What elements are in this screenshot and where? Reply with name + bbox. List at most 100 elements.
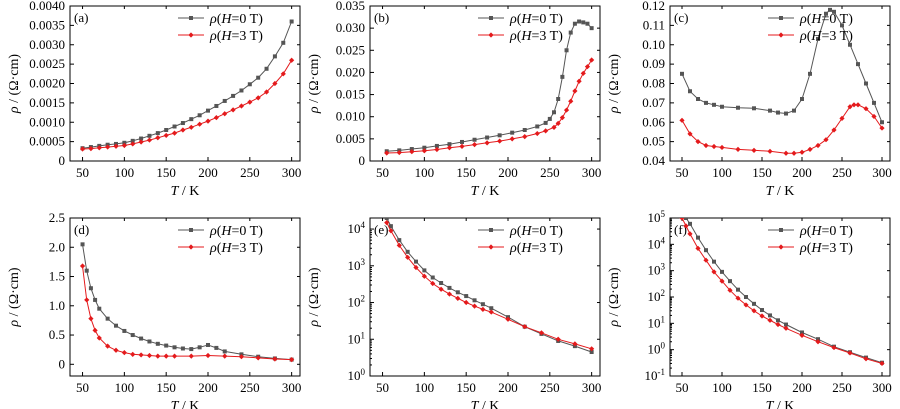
data-point-diamond <box>163 132 169 139</box>
series-line <box>681 218 883 364</box>
data-point-diamond <box>222 353 228 359</box>
data-point-square <box>105 316 110 321</box>
data-point-diamond <box>863 106 869 112</box>
data-point-diamond <box>396 242 402 248</box>
x-axis-label: T / K <box>766 184 795 199</box>
x-tick-label: 100 <box>115 380 135 395</box>
data-point-square <box>155 341 160 346</box>
data-point-square <box>828 7 832 12</box>
data-point-diamond <box>455 295 461 301</box>
series-h3 <box>79 57 295 152</box>
x-tick-label: 150 <box>156 380 176 395</box>
data-point-diamond <box>735 295 741 301</box>
legend-label: ρ(H=0 T) <box>509 12 563 27</box>
data-point-square <box>172 124 177 129</box>
data-point-diamond <box>405 254 411 260</box>
y-axis-label: ρ / (Ω·cm) <box>607 54 622 114</box>
data-point-diamond <box>79 263 86 269</box>
data-point-diamond <box>238 103 245 109</box>
data-point-square <box>688 221 692 226</box>
y-tick-label: 100 <box>648 341 666 357</box>
data-point-square <box>147 133 152 138</box>
data-point-diamond <box>847 104 853 110</box>
plot-frame <box>69 5 301 162</box>
data-point-square <box>489 306 494 311</box>
data-point-square <box>535 124 540 129</box>
data-point-square <box>680 71 684 76</box>
y-tick-label: 0.5 <box>49 327 65 342</box>
chart-panel-b: 50 100 150 200 250 300 0 0.005 0.010 0.015 0.020 0.… <box>307 0 601 199</box>
y-tick-label: 0.0030 <box>29 37 65 52</box>
data-point-square <box>460 139 464 144</box>
legend-label: ρ(H=3 T) <box>509 241 563 256</box>
data-point-diamond <box>538 330 545 336</box>
data-point-square <box>800 330 804 335</box>
data-point-diamond <box>238 354 245 360</box>
plot-frame <box>69 217 301 377</box>
x-tick-label: 200 <box>792 165 812 180</box>
data-point-diamond <box>839 115 845 121</box>
x-tick-label: 250 <box>832 165 852 180</box>
data-point-square <box>472 137 477 142</box>
legend-label: ρ(H=3 T) <box>799 29 853 44</box>
chart-panel-e: 50 100 150 200 250 300 100 101 102 103 104 (e) T / K… <box>307 217 601 409</box>
y-tick-label: 0.06 <box>642 114 665 129</box>
data-point-square <box>130 333 135 338</box>
data-point-square <box>430 275 435 280</box>
data-point-square <box>704 248 708 253</box>
series-h0 <box>680 7 884 125</box>
data-point-square <box>122 328 127 333</box>
data-point-diamond <box>484 140 490 146</box>
data-point-square <box>422 145 427 150</box>
data-point-diamond <box>230 107 236 113</box>
data-point-square <box>80 242 85 247</box>
data-point-diamond <box>727 287 733 293</box>
data-point-diamond <box>96 335 102 341</box>
data-point-square <box>189 347 194 352</box>
data-point-square <box>447 285 452 290</box>
data-point-diamond <box>263 89 270 95</box>
y-axis-label: ρ / (Ω·cm) <box>7 267 22 327</box>
data-point-diamond <box>551 124 557 130</box>
chart-panel-a: 50 100 150 200 250 300 0 0.0005 0.0010 0.0015 0.00… <box>7 0 301 199</box>
data-point-square <box>239 88 244 93</box>
data-point-diamond <box>719 278 725 284</box>
y-tick-label: 0.015 <box>336 87 365 102</box>
data-point-square <box>832 9 836 14</box>
x-tick-label: 300 <box>872 165 892 180</box>
data-point-square <box>728 279 732 284</box>
x-tick-label: 250 <box>540 380 560 395</box>
data-point-diamond <box>205 352 211 359</box>
data-point-diamond <box>105 144 111 150</box>
y-tick-label: 0.08 <box>642 76 665 91</box>
data-point-square <box>464 294 469 299</box>
data-point-square <box>147 339 152 344</box>
data-point-diamond <box>589 346 595 352</box>
data-point-square <box>744 295 748 299</box>
y-tick-label: 0.12 <box>642 0 665 13</box>
data-point-diamond <box>79 146 86 152</box>
data-point-diamond <box>255 355 261 361</box>
panel-label: (d) <box>74 222 89 237</box>
y-tick-label: 0.0040 <box>29 0 65 13</box>
data-point-diamond <box>171 130 178 136</box>
data-point-square <box>712 259 716 264</box>
data-point-diamond <box>197 121 203 127</box>
data-point-diamond <box>879 360 885 367</box>
data-point-square <box>472 298 477 303</box>
y-tick-label: 0.10 <box>642 37 665 52</box>
y-tick-label: 105 <box>648 209 666 225</box>
x-tick-label: 100 <box>712 165 732 180</box>
data-point-square <box>560 74 565 79</box>
series-line <box>82 244 292 361</box>
data-point-diamond <box>88 316 94 322</box>
legend-marker-diamond <box>488 32 494 38</box>
data-point-diamond <box>559 115 565 121</box>
y-tick-label: 0.05 <box>642 134 665 149</box>
x-tick-label: 150 <box>156 165 176 180</box>
data-point-square <box>824 11 828 16</box>
data-point-diamond <box>783 150 789 156</box>
x-tick-label: 50 <box>376 165 389 180</box>
data-point-diamond <box>687 131 693 137</box>
data-point-square <box>522 128 527 132</box>
